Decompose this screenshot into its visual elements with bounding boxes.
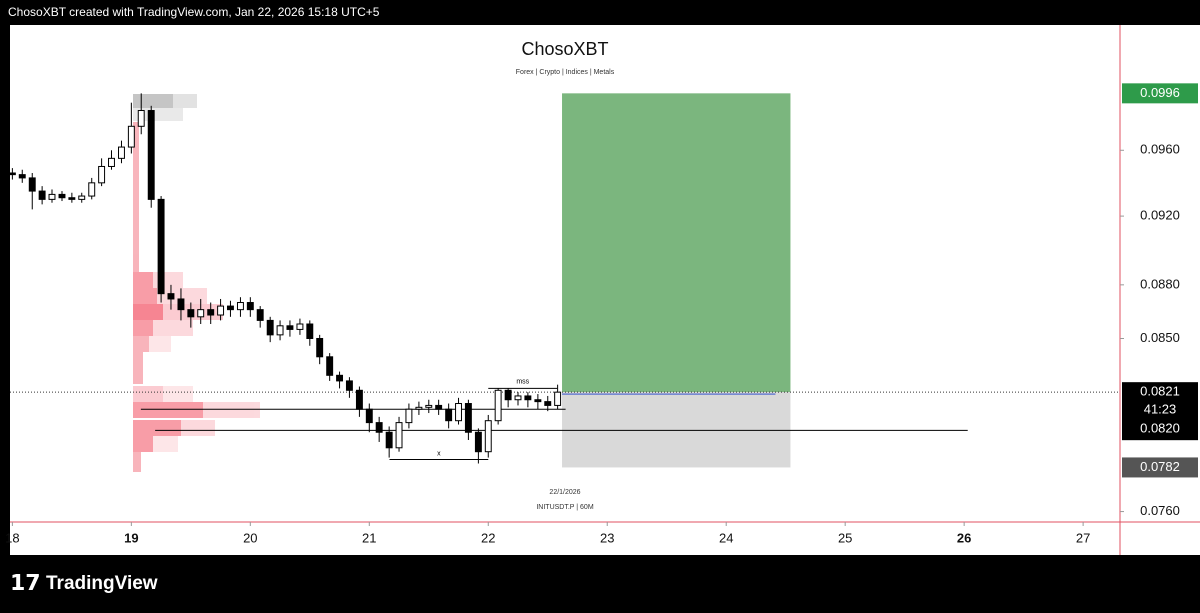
candle-body [445, 408, 453, 422]
candle-body [18, 174, 26, 179]
x-tick-label: 20 [243, 530, 257, 545]
price-tag-label: 0.0821 [1140, 384, 1180, 399]
candle-body [534, 399, 542, 403]
candle-body [207, 309, 215, 316]
candle-body [336, 374, 344, 382]
price-tag [1122, 382, 1198, 441]
annotation-label: x [437, 450, 441, 457]
candle-body [484, 420, 492, 453]
candle-body [345, 380, 353, 391]
candle-body [28, 177, 36, 192]
x-tick-label: 24 [719, 530, 733, 545]
x-tick-label: 25 [838, 530, 852, 545]
candle-body [474, 431, 482, 453]
x-tick-label: 26 [957, 530, 971, 545]
candle-body [177, 298, 185, 311]
candle-body [296, 323, 304, 330]
candle-body [415, 406, 423, 410]
candle-body [98, 165, 106, 184]
price-tag-label: 0.0782 [1140, 459, 1180, 474]
y-tick-label: 0.0920 [1140, 208, 1180, 223]
candle-body [464, 403, 472, 433]
symbol-note: INITUSDT.P | 60M [536, 504, 593, 511]
candle-body [326, 356, 334, 376]
candle-body [187, 309, 195, 318]
candle-body [58, 193, 66, 199]
candle-body [68, 197, 76, 200]
price-tag [1122, 83, 1198, 104]
candle-body [554, 391, 562, 406]
candle-body [306, 323, 314, 339]
x-tick-label: 23 [600, 530, 614, 545]
annotation-label: mss [516, 378, 529, 385]
candle-body [375, 422, 383, 433]
candle-body [48, 193, 56, 200]
logo-mark: 𝟭𝟳 [10, 570, 41, 595]
candle-body [286, 325, 294, 330]
price-tag-label: 0.0820 [1140, 421, 1180, 436]
x-tick-label: 27 [1076, 530, 1090, 545]
chart-subtitle: Forex | Crypto | Indices | Metals [516, 69, 615, 76]
candle-body [385, 431, 393, 449]
candle-body [256, 309, 264, 321]
y-tick-label: 0.0880 [1140, 276, 1180, 291]
candle-body [524, 395, 532, 401]
candle-body [157, 198, 165, 295]
candle-body [276, 325, 284, 336]
candle-body [88, 182, 96, 197]
candle-body [8, 172, 16, 176]
candle-body [316, 337, 324, 358]
candle-body [167, 293, 175, 300]
candle-body [455, 403, 462, 422]
x-tick-label: 19 [124, 530, 138, 545]
candle-body [266, 319, 274, 336]
candle-body [137, 110, 145, 127]
date-note: 22/1/2026 [549, 489, 580, 496]
price-tag [1122, 457, 1198, 478]
candle-body [236, 302, 244, 311]
y-tick-label: 0.0850 [1140, 330, 1180, 345]
candle-body [147, 110, 155, 200]
candle-body [355, 389, 363, 410]
target-zone [562, 93, 791, 393]
x-tick-label: 18 [5, 530, 19, 545]
candle-body [435, 404, 443, 410]
candle-body [514, 395, 522, 401]
x-tick-label: 22 [481, 530, 495, 545]
candle-body [197, 309, 205, 318]
candle-body [246, 302, 254, 311]
candle-body [365, 408, 373, 424]
logo: TradingView [46, 573, 158, 594]
y-tick-label: 0.0960 [1140, 142, 1180, 157]
y-tick-label: 0.0760 [1140, 503, 1180, 518]
chart-title: ChosoXBT [521, 39, 608, 59]
candle-body [127, 125, 135, 148]
stop-zone [562, 392, 791, 468]
candle-body [395, 422, 403, 449]
x-tick-label: 21 [362, 530, 376, 545]
candle-body [118, 146, 125, 159]
candle-body [226, 305, 234, 311]
header: ChosoXBT created with TradingView.com, J… [8, 5, 380, 19]
countdown: 41:23 [1144, 402, 1177, 417]
candle-body [425, 404, 433, 408]
price-tag-label: 0.0996 [1140, 85, 1180, 100]
candle-body [544, 401, 552, 406]
candle-body [108, 157, 115, 167]
candle-body [405, 408, 413, 424]
candle-body [217, 305, 225, 316]
candle-body [38, 190, 46, 200]
candle-body [504, 389, 512, 401]
candle-body [78, 195, 86, 200]
candle-body [494, 389, 502, 422]
